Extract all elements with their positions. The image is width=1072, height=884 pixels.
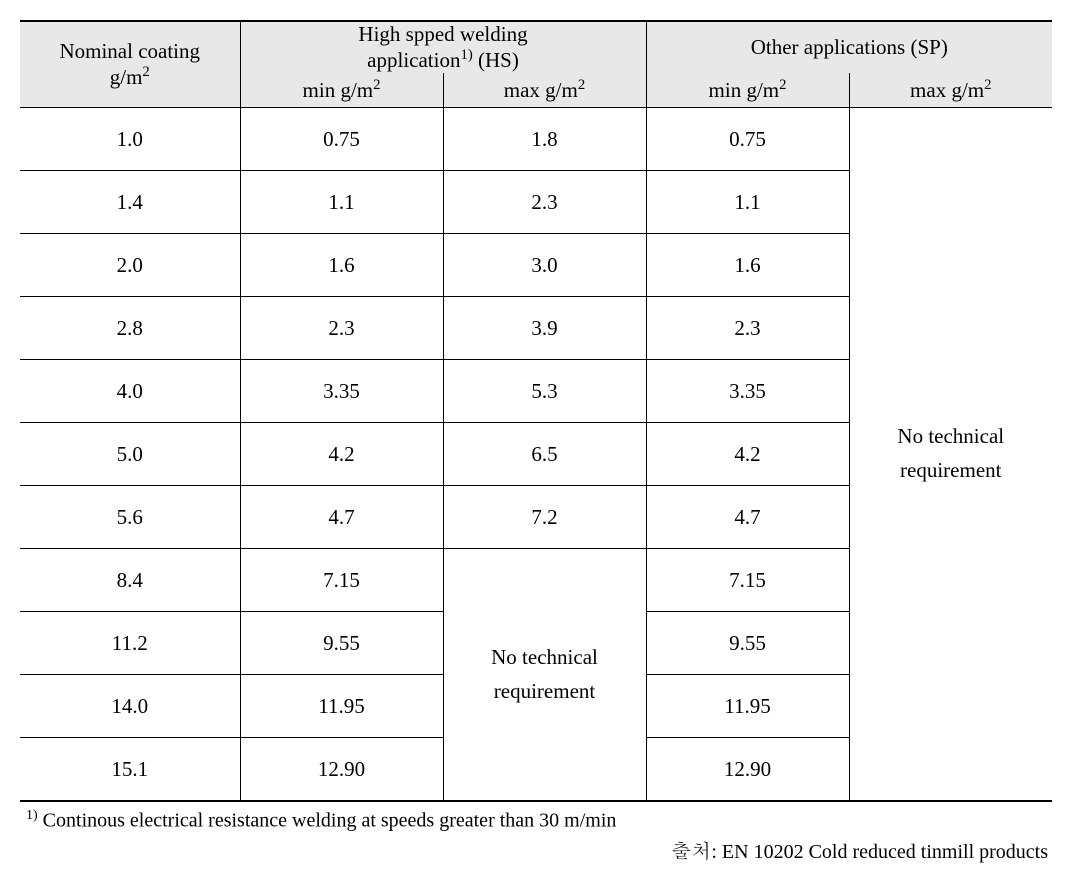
cell-hs-max: 5.3 <box>443 360 646 423</box>
cell-sp-min: 0.75 <box>646 108 849 171</box>
header-hs-group: High spped welding application1) (HS) <box>240 21 646 73</box>
cell-nominal: 5.6 <box>20 486 240 549</box>
header-nominal: Nominal coating g/m2 <box>20 21 240 108</box>
cell-nominal: 5.0 <box>20 423 240 486</box>
header-nominal-line2: g/m2 <box>110 65 150 89</box>
cell-sp-min: 4.7 <box>646 486 849 549</box>
header-hs-min: min g/m2 <box>240 73 443 108</box>
cell-hs-max: 3.0 <box>443 234 646 297</box>
cell-nominal: 2.8 <box>20 297 240 360</box>
cell-hs-min: 11.95 <box>240 675 443 738</box>
footnote-text: Continous electrical resistance welding … <box>38 810 617 832</box>
cell-nominal: 4.0 <box>20 360 240 423</box>
cell-hs-min: 3.35 <box>240 360 443 423</box>
cell-hs-max: 3.9 <box>443 297 646 360</box>
cell-hs-min: 4.7 <box>240 486 443 549</box>
cell-nominal: 14.0 <box>20 675 240 738</box>
cell-hs-max: 2.3 <box>443 171 646 234</box>
header-sp-max: max g/m2 <box>849 73 1052 108</box>
cell-sp-max-merged: No technical requirement <box>849 108 1052 802</box>
coating-table: Nominal coating g/m2 High spped welding … <box>20 20 1052 802</box>
header-hs-line1: High spped welding <box>358 22 527 46</box>
cell-sp-min: 1.1 <box>646 171 849 234</box>
cell-sp-min: 11.95 <box>646 675 849 738</box>
source-citation: 출처: EN 10202 Cold reduced tinmill produc… <box>20 835 1052 864</box>
cell-hs-min: 1.6 <box>240 234 443 297</box>
cell-sp-min: 2.3 <box>646 297 849 360</box>
cell-nominal: 8.4 <box>20 549 240 612</box>
cell-hs-max-merged: No technical requirement <box>443 549 646 802</box>
header-sp-min: min g/m2 <box>646 73 849 108</box>
cell-sp-min: 12.90 <box>646 738 849 802</box>
footnote-marker: 1) <box>26 808 38 823</box>
cell-hs-min: 1.1 <box>240 171 443 234</box>
cell-sp-min: 1.6 <box>646 234 849 297</box>
cell-nominal: 1.0 <box>20 108 240 171</box>
cell-nominal: 1.4 <box>20 171 240 234</box>
cell-hs-min: 12.90 <box>240 738 443 802</box>
cell-nominal: 2.0 <box>20 234 240 297</box>
cell-hs-min: 7.15 <box>240 549 443 612</box>
header-sp-group: Other applications (SP) <box>646 21 1052 73</box>
cell-sp-min: 3.35 <box>646 360 849 423</box>
cell-hs-min: 9.55 <box>240 612 443 675</box>
header-nominal-line1: Nominal coating <box>59 39 200 63</box>
cell-hs-min: 4.2 <box>240 423 443 486</box>
cell-nominal: 15.1 <box>20 738 240 802</box>
header-hs-max: max g/m2 <box>443 73 646 108</box>
cell-hs-max: 7.2 <box>443 486 646 549</box>
cell-hs-max: 6.5 <box>443 423 646 486</box>
header-row-1: Nominal coating g/m2 High spped welding … <box>20 21 1052 73</box>
header-hs-line2: application1) (HS) <box>367 48 519 72</box>
coating-table-container: Nominal coating g/m2 High spped welding … <box>20 20 1052 864</box>
cell-sp-min: 4.2 <box>646 423 849 486</box>
cell-hs-min: 0.75 <box>240 108 443 171</box>
cell-nominal: 11.2 <box>20 612 240 675</box>
cell-sp-min: 7.15 <box>646 549 849 612</box>
table-row: 1.0 0.75 1.8 0.75 No technical requireme… <box>20 108 1052 171</box>
cell-hs-min: 2.3 <box>240 297 443 360</box>
cell-sp-min: 9.55 <box>646 612 849 675</box>
cell-hs-max: 1.8 <box>443 108 646 171</box>
